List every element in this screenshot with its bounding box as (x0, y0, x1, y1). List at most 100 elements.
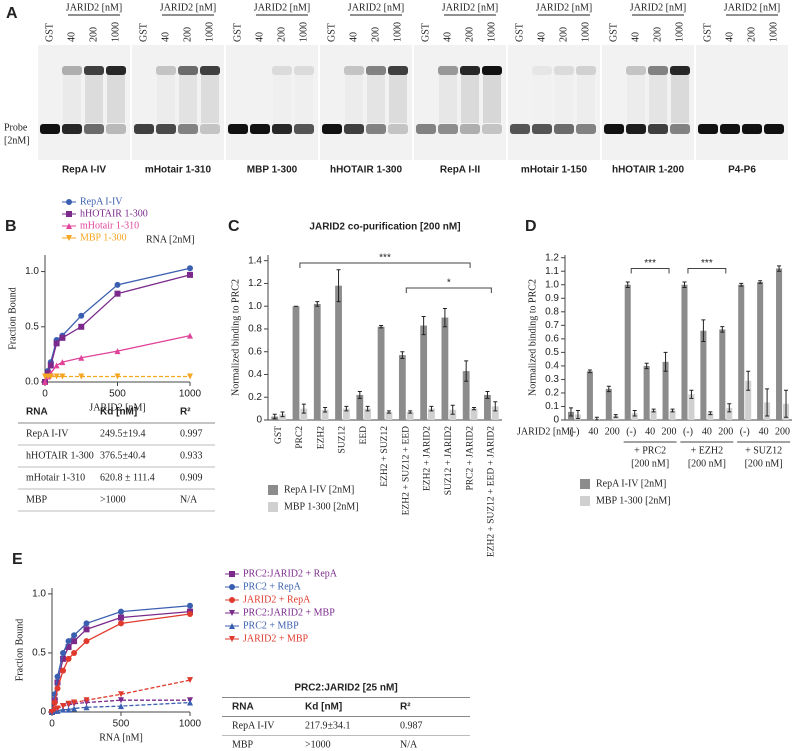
table-header: R² (180, 407, 191, 418)
data-point (114, 373, 121, 380)
shifted-band (344, 66, 364, 75)
data-point (78, 323, 85, 330)
data-point (59, 334, 66, 341)
lane-label: 40 (630, 32, 641, 42)
smear (345, 75, 363, 123)
legend-marker (66, 211, 72, 217)
legend-label: MBP 1-300 [2nM] (596, 495, 671, 506)
shifted-band (626, 66, 646, 75)
legend-label: PRC2:JARID2 + RepA (243, 568, 338, 579)
y-tick-label: 1.0 (32, 589, 46, 600)
data-point (78, 312, 85, 319)
group-label: + EZH2 (691, 445, 724, 456)
lane-label: 40 (536, 32, 547, 42)
y-axis-label: Fraction Bound (14, 619, 25, 682)
y-tick-label: 0 (40, 707, 46, 718)
bar (484, 394, 491, 420)
probe-label: [2nM] (4, 135, 30, 146)
y-tick-label: 1.2 (248, 278, 262, 289)
smear (483, 75, 501, 123)
shifted-band (84, 66, 104, 75)
smear (273, 75, 291, 123)
x-tick-label: 40 (759, 426, 769, 437)
x-tick-label: EZH2 + SUZ12 (380, 426, 390, 487)
lane-label: GST (138, 23, 149, 42)
x-tick-label: EZH2 (316, 426, 326, 449)
legend-label: hHOTAIR 1-300 (80, 208, 148, 219)
bar (441, 317, 449, 420)
lane-label: GST (702, 23, 713, 42)
error-bar (625, 281, 630, 288)
dose-label: JARID2 [nM] (724, 2, 780, 13)
legend-label: RepA I-IV (80, 196, 123, 207)
bar (420, 325, 428, 420)
error-bar (708, 411, 713, 416)
probe-band (764, 124, 784, 134)
legend-swatch (580, 496, 590, 506)
x-tick-label: 200 (605, 426, 620, 437)
x-tick-label: 200 (662, 426, 677, 437)
shifted-band (388, 66, 408, 75)
error-bar (280, 411, 285, 418)
error-bar (408, 410, 413, 414)
data-point (65, 655, 72, 662)
y-tick-label: 0.7 (545, 320, 559, 331)
error-bar (613, 414, 618, 418)
bar (669, 410, 676, 420)
bar (700, 330, 707, 420)
bar (398, 355, 406, 420)
lane-label: GST (420, 23, 431, 42)
x-tick-label: PRC2 (295, 426, 305, 449)
x-tick-label: 1000 (179, 719, 202, 730)
gel-name: MBP 1-300 (247, 165, 298, 176)
data-point (54, 673, 61, 680)
error-bar (421, 315, 426, 336)
gel-image (38, 45, 130, 160)
probe-band (228, 124, 248, 134)
table-header: RNA (26, 407, 48, 418)
lane-label: 200 (370, 27, 381, 42)
error-bar (632, 410, 637, 417)
legend-label: PRC2:JARID2 + MBP (243, 607, 335, 618)
gel-name: mHotair 1-310 (145, 165, 212, 176)
bar (364, 408, 372, 420)
probe-band (670, 124, 690, 134)
error-bar (682, 281, 687, 288)
lane-label: GST (44, 23, 55, 42)
smear (63, 75, 81, 123)
table-cell: 0.987 (400, 720, 423, 731)
probe-band (40, 124, 60, 134)
shifted-band (648, 66, 668, 75)
legend-swatch (580, 479, 590, 489)
gel-image (602, 45, 694, 160)
panel-letter: D (525, 218, 537, 235)
table-cell: RepA I-IV (232, 720, 275, 731)
legend-marker (229, 636, 235, 642)
lane-label: 200 (558, 27, 569, 42)
lane-label: 40 (66, 32, 77, 42)
gel-name: P4-P6 (728, 165, 756, 176)
x-axis-label: JARID2 [nM] (89, 402, 145, 413)
legend-swatch (268, 502, 278, 512)
error-bar (429, 405, 434, 412)
legend-label: MBP 1-300 [2nM] (284, 501, 359, 512)
gel-name: RepA I-IV (62, 165, 106, 176)
probe-band (742, 124, 762, 134)
error-bar (575, 410, 580, 420)
bar (745, 380, 752, 420)
x-tick-label: EED (359, 426, 369, 445)
x-axis-label: RNA [nM] (99, 732, 143, 743)
legend-marker (229, 571, 235, 577)
smear (179, 75, 197, 123)
shifted-band (576, 66, 596, 75)
error-bar (701, 319, 706, 343)
significance-bracket (687, 268, 727, 274)
shifted-band (178, 66, 198, 75)
data-point (83, 638, 90, 645)
bar (757, 282, 764, 420)
bar (643, 365, 650, 420)
table-cell: mHotair 1-310 (26, 472, 85, 483)
data-point (187, 602, 193, 609)
data-point (71, 632, 78, 639)
